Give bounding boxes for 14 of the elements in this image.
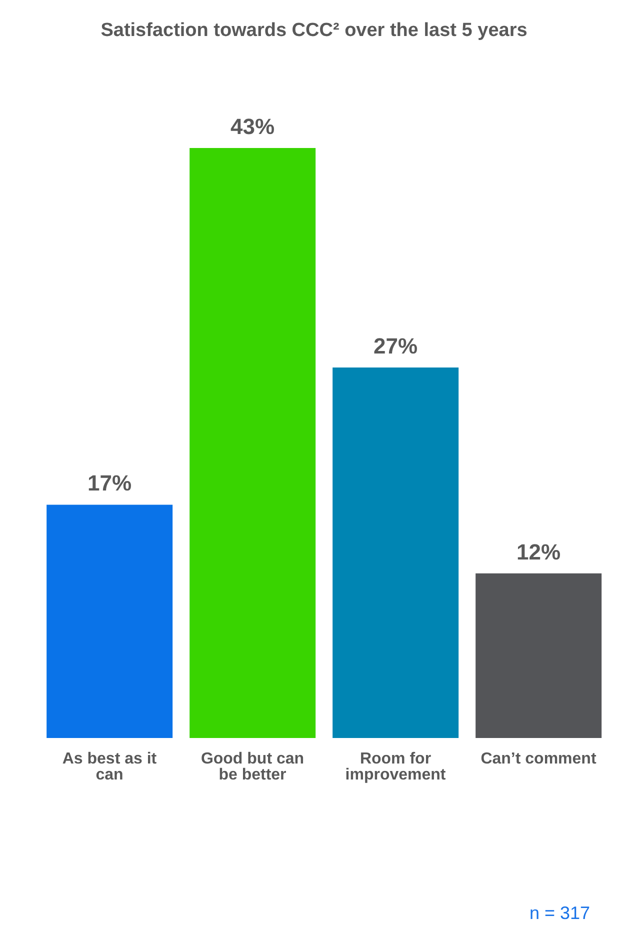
data-label: 27% [374, 334, 418, 359]
data-label: 12% [516, 539, 561, 564]
text: n = 317 [529, 903, 590, 924]
data-label: 17% [88, 470, 132, 496]
x-tick-label: Good but can be better [200, 750, 304, 784]
bar [332, 368, 459, 738]
x-tick-label: As best as it can [62, 750, 158, 784]
bar [190, 148, 316, 738]
x-tick-label: Can’t comment [480, 750, 597, 768]
chart-title: Satisfaction towards CCC² over the last 5 years [100, 20, 528, 42]
data-label: 43% [230, 114, 275, 139]
bar [476, 573, 602, 738]
x-tick-label: Room for improvement [345, 750, 446, 784]
bar [46, 504, 173, 738]
